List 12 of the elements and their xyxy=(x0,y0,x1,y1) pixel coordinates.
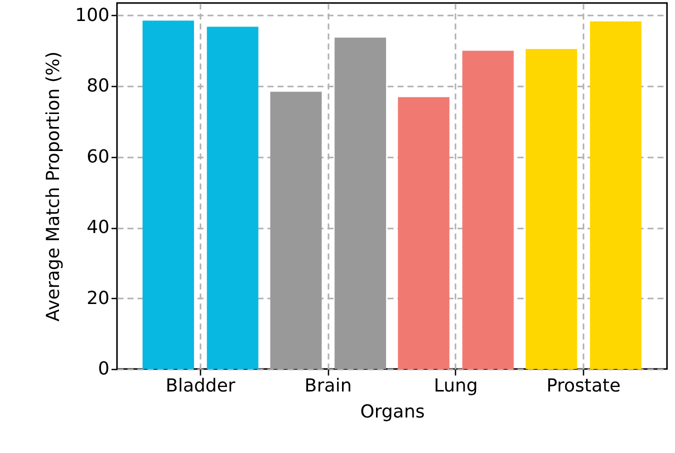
x-tick-label: Lung xyxy=(434,376,478,396)
x-axis-title: Organs xyxy=(360,402,425,422)
y-tick-label: 20 xyxy=(86,288,110,309)
y-tick-label: 40 xyxy=(86,217,110,238)
y-axis-title: Average Match Proportion (%) xyxy=(43,51,64,322)
x-tick-label: Brain xyxy=(304,376,352,396)
y-tick-label: 0 xyxy=(98,358,110,380)
y-tick-label: 100 xyxy=(75,4,110,26)
y-tick-label: 60 xyxy=(86,146,110,168)
x-tick-label: Prostate xyxy=(546,376,621,396)
y-tick-label: 80 xyxy=(86,76,110,97)
x-tick-label: Bladder xyxy=(166,376,236,396)
